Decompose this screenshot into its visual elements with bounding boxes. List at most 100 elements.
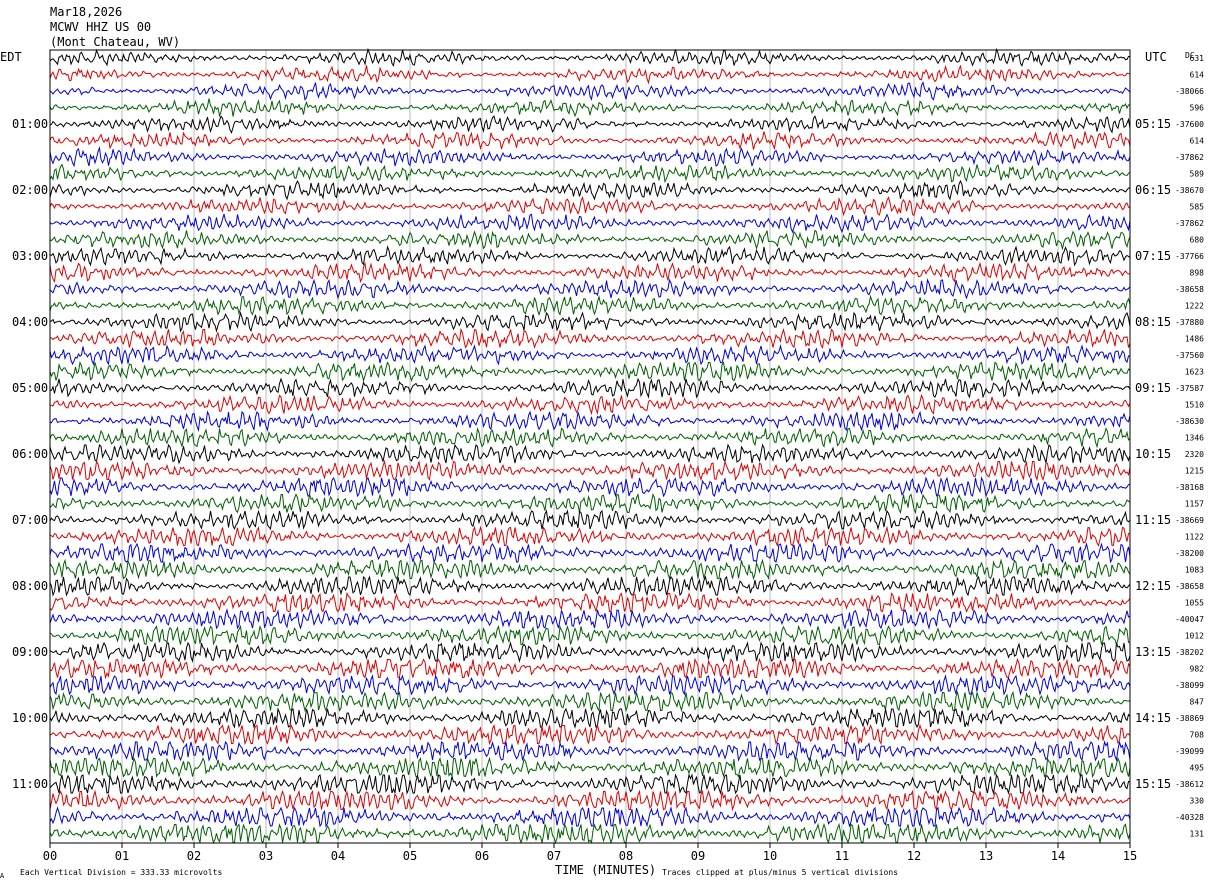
dc-value: -37560 <box>1175 351 1204 360</box>
x-tick-label: 10 <box>763 849 777 863</box>
seismic-trace <box>49 459 1131 482</box>
left-hour-labels: 01:00 02:00 03:00 04:00 05:00 06:00 07:00 08:00… <box>12 117 48 791</box>
footer-right-note: Traces clipped at plus/minus 5 vertical … <box>662 868 898 877</box>
seismic-trace <box>49 558 1131 581</box>
dc-value: 131 <box>1190 830 1205 839</box>
left-hour-label: 11:00 <box>12 777 48 791</box>
seismic-trace <box>49 476 1131 498</box>
dc-value: -39099 <box>1175 747 1204 756</box>
dc-value: -37587 <box>1175 384 1204 393</box>
header-location: (Mont Chateau, WV) <box>50 35 180 49</box>
dc-value: 1055 <box>1185 599 1204 608</box>
dc-value: 1215 <box>1185 467 1204 476</box>
dc-value: -38168 <box>1175 483 1204 492</box>
x-tick-label: 03 <box>259 849 273 863</box>
corner-mark: A <box>0 872 5 880</box>
dc-value: -37862 <box>1175 153 1204 162</box>
dc-value-labels: 631 614 -38066 596 -37600 614 -37862 589 -38670 5… <box>1175 54 1204 839</box>
seismic-trace <box>49 278 1131 300</box>
seismic-trace <box>49 261 1131 284</box>
dc-value: -38202 <box>1175 648 1204 657</box>
left-hour-label: 07:00 <box>12 513 48 527</box>
seismic-trace <box>49 47 1131 68</box>
dc-value: -38612 <box>1175 780 1204 789</box>
x-tick-label: 12 <box>907 849 921 863</box>
seismic-trace <box>49 591 1131 614</box>
dc-value: -37880 <box>1175 318 1204 327</box>
seismic-trace <box>49 98 1131 118</box>
seismic-trace <box>49 146 1131 168</box>
right-hour-labels: 05:15 06:15 07:15 08:15 09:15 10:15 11:15 12:15… <box>1135 117 1171 791</box>
dc-value: 614 <box>1190 71 1205 80</box>
x-tick-label: 02 <box>187 849 201 863</box>
seismic-trace <box>49 723 1131 746</box>
left-hour-label: 04:00 <box>12 315 48 329</box>
dc-value: -40047 <box>1175 615 1204 624</box>
x-tick-label: 04 <box>331 849 345 863</box>
dc-value: 495 <box>1190 764 1205 773</box>
dc-value: 1486 <box>1185 335 1204 344</box>
seismic-trace <box>49 294 1131 317</box>
dc-value: 1510 <box>1185 401 1204 410</box>
x-tick-label: 13 <box>979 849 993 863</box>
seismic-trace <box>49 690 1131 713</box>
left-hour-label: 03:00 <box>12 249 48 263</box>
left-hour-label: 05:00 <box>12 381 48 395</box>
dc-value: 631 <box>1190 54 1205 63</box>
dc-value: 596 <box>1190 104 1205 113</box>
right-hour-label: 13:15 <box>1135 645 1171 659</box>
seismic-trace <box>49 377 1131 399</box>
dc-value: -40328 <box>1175 813 1204 822</box>
seismic-trace <box>49 492 1131 515</box>
seismic-trace <box>49 81 1131 101</box>
dc-value: -38066 <box>1175 87 1204 96</box>
right-hour-label: 09:15 <box>1135 381 1171 395</box>
x-tick-label: 11 <box>835 849 849 863</box>
seismic-trace <box>49 657 1131 680</box>
right-hour-label: 12:15 <box>1135 579 1171 593</box>
x-tick-label: 07 <box>547 849 561 863</box>
dc-value: -37600 <box>1175 120 1204 129</box>
seismic-trace <box>49 806 1131 828</box>
header-block: Mar18,2026 MCWV HHZ US 00 (Mont Chateau,… <box>50 5 180 49</box>
dc-value: -38200 <box>1175 549 1204 558</box>
dc-value: -38630 <box>1175 417 1204 426</box>
dc-value: 1623 <box>1185 368 1204 377</box>
header-date: Mar18,2026 <box>50 5 122 19</box>
dc-value: 847 <box>1190 698 1205 707</box>
seismic-trace <box>49 509 1131 531</box>
seismic-trace <box>49 624 1131 647</box>
seismic-trace <box>49 130 1131 151</box>
dc-label: DC <box>1185 51 1195 60</box>
seismic-trace <box>49 163 1131 184</box>
right-hour-label: 10:15 <box>1135 447 1171 461</box>
seismic-trace <box>49 641 1131 663</box>
seismic-trace <box>49 756 1131 779</box>
x-tick-label: 15 <box>1123 849 1137 863</box>
dc-value: 585 <box>1190 203 1205 212</box>
dc-value: -38869 <box>1175 714 1204 723</box>
seismic-trace <box>49 229 1131 251</box>
dc-value: 589 <box>1190 170 1205 179</box>
x-tick-label: 06 <box>475 849 489 863</box>
seismic-trace <box>49 179 1131 201</box>
seismic-trace <box>49 789 1131 812</box>
dc-value: 982 <box>1190 665 1205 674</box>
seismic-trace <box>49 674 1131 696</box>
x-axis-title: TIME (MINUTES) <box>555 863 656 877</box>
dc-value: 1346 <box>1185 434 1204 443</box>
x-tick-label: 14 <box>1051 849 1065 863</box>
right-hour-label: 14:15 <box>1135 711 1171 725</box>
right-hour-label: 11:15 <box>1135 513 1171 527</box>
seismic-trace <box>49 344 1131 366</box>
dc-value: -38670 <box>1175 186 1204 195</box>
seismic-trace <box>49 327 1131 350</box>
seismic-trace <box>49 115 1131 134</box>
dc-value: -38099 <box>1175 681 1204 690</box>
dc-value: 1122 <box>1185 533 1204 542</box>
x-tick-label: 05 <box>403 849 417 863</box>
seismic-trace <box>49 525 1131 548</box>
right-axis-label: UTC <box>1145 50 1167 64</box>
seismic-trace <box>49 822 1131 845</box>
